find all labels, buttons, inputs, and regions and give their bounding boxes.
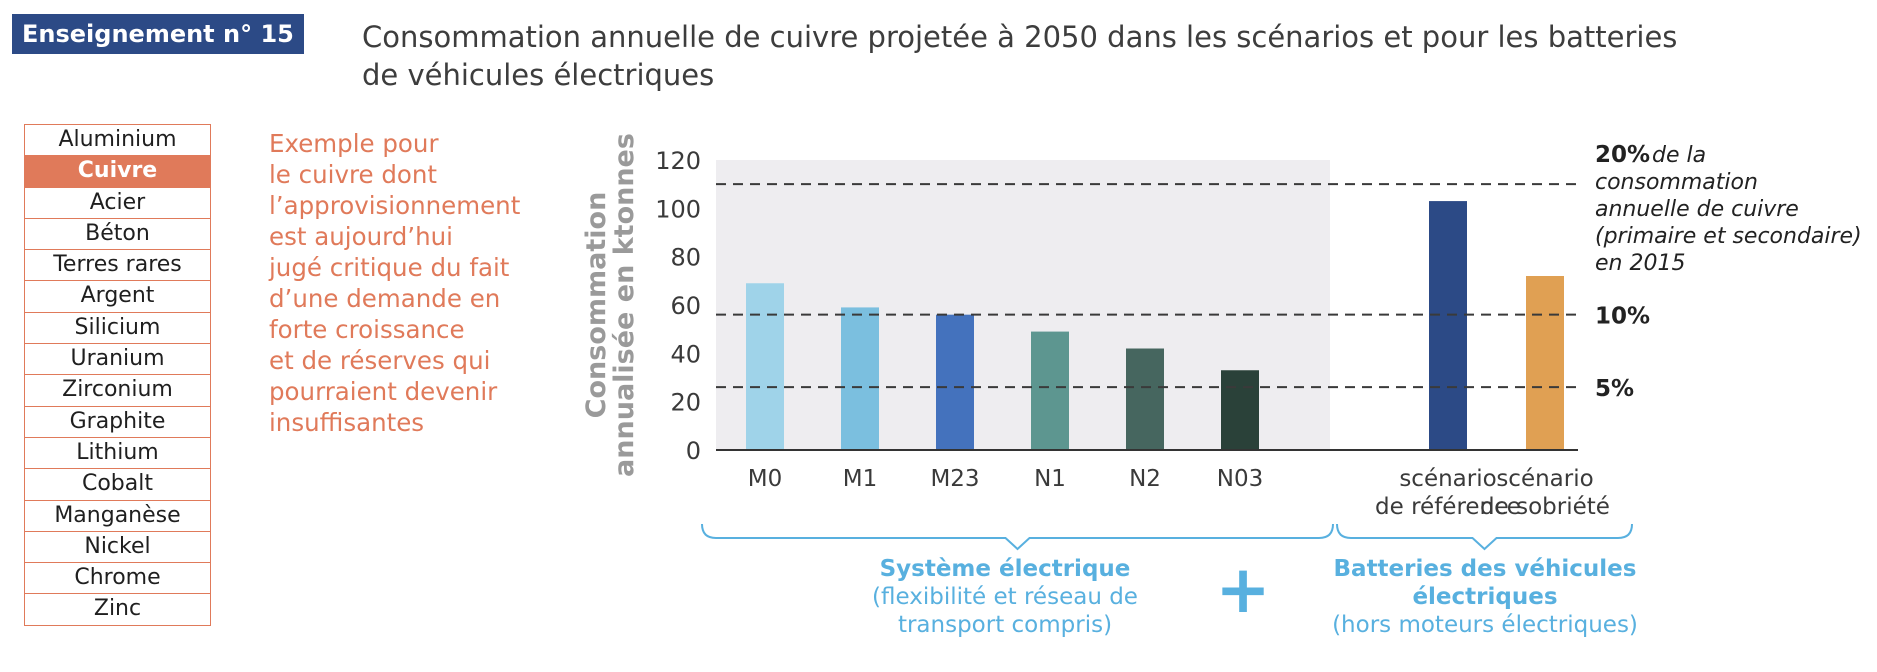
bar xyxy=(746,283,784,450)
x-tick-label: de sobriété xyxy=(1480,494,1610,520)
y-tick-label: 120 xyxy=(655,147,701,175)
reference-label: 10% xyxy=(1595,304,1650,330)
x-tick-label: M23 xyxy=(930,466,979,492)
bar xyxy=(1126,348,1164,450)
bar xyxy=(1221,370,1259,450)
note-line: jugé critique du fait xyxy=(269,253,510,282)
y-tick-label: 0 xyxy=(686,437,701,465)
title-line-2: de véhicules électriques xyxy=(362,58,715,92)
material-item[interactable]: Graphite xyxy=(24,405,211,439)
material-item[interactable]: Lithium xyxy=(24,436,211,470)
x-tick-label: M1 xyxy=(843,466,877,492)
x-tick-label: N2 xyxy=(1129,466,1161,492)
reference-annotation-line: de la xyxy=(1652,143,1706,168)
y-tick-label: 80 xyxy=(670,244,701,272)
y-axis-label-line-1: Consommation xyxy=(581,192,612,419)
material-item[interactable]: Aluminium xyxy=(24,124,211,157)
copper-note: Exemple pour le cuivre dont l’approvisionn… xyxy=(269,128,559,438)
y-tick-label: 100 xyxy=(655,195,701,223)
material-item[interactable]: Silicium xyxy=(24,311,211,345)
x-tick-label: M0 xyxy=(748,466,782,492)
note-line: d’une demande en xyxy=(269,284,501,313)
reference-annotation-line: annuelle de cuivre xyxy=(1595,197,1799,222)
x-tick-label: scénario xyxy=(1399,466,1496,492)
plus-sign: + xyxy=(1215,551,1270,628)
note-line: est aujourd’hui xyxy=(269,222,453,251)
reference-annotation-line: en 2015 xyxy=(1595,251,1685,276)
group-sub-line-1: (flexibilité et réseau de xyxy=(872,584,1138,610)
x-tick-label: N03 xyxy=(1217,466,1263,492)
note-line: le cuivre dont xyxy=(269,160,438,189)
reference-annotation-line: (primaire et secondaire) xyxy=(1595,224,1862,249)
brace-ev-batteries xyxy=(1336,523,1633,551)
note-line: forte croissance xyxy=(269,315,465,344)
material-item[interactable]: Cobalt xyxy=(24,468,211,502)
group-label-ev-batteries: Batteries des véhicules électriques (hor… xyxy=(1310,555,1660,639)
y-tick-label: 60 xyxy=(670,292,701,320)
note-line: insuffisantes xyxy=(269,408,425,437)
bar xyxy=(1031,331,1069,450)
bar xyxy=(1526,276,1564,450)
material-item[interactable]: Terres rares xyxy=(24,249,211,282)
group-sub-line-1: (hors moteurs électriques) xyxy=(1332,612,1638,638)
reference-label: 5% xyxy=(1595,376,1634,402)
reference-label: 20% xyxy=(1595,142,1650,168)
group-label-electric-system: Système électrique (flexibilité et résea… xyxy=(835,555,1175,639)
material-item[interactable]: Nickel xyxy=(24,530,211,564)
material-item[interactable]: Manganèse xyxy=(24,499,211,533)
materials-list: Aluminium Cuivre Acier Béton Terres rares Arg… xyxy=(24,124,211,627)
note-line: l’approvisionnement xyxy=(269,191,521,220)
group-name: Système électrique xyxy=(879,556,1131,582)
reference-annotation-line: consommation xyxy=(1595,170,1758,195)
x-tick-label: N1 xyxy=(1034,466,1066,492)
x-tick-label: scénario xyxy=(1496,466,1593,492)
group-sub-line-2: transport compris) xyxy=(897,612,1113,638)
y-tick-label: 20 xyxy=(670,389,701,417)
group-name-line-1: Batteries des véhicules xyxy=(1333,556,1637,582)
brace-electric-system xyxy=(701,523,1334,551)
bar xyxy=(1429,201,1467,450)
material-item[interactable]: Argent xyxy=(24,280,211,314)
bar xyxy=(841,307,879,450)
material-item[interactable]: Uranium xyxy=(24,343,211,376)
material-item[interactable]: Zinc xyxy=(24,593,211,627)
lesson-badge: Enseignement n° 15 xyxy=(12,14,304,54)
page-title: Consommation annuelle de cuivre projetée… xyxy=(362,18,1822,94)
x-tick-label: de référence xyxy=(1375,494,1521,520)
y-tick-label: 40 xyxy=(670,340,701,368)
bar xyxy=(936,314,974,450)
title-line-1: Consommation annuelle de cuivre projetée… xyxy=(362,20,1678,54)
note-line: Exemple pour xyxy=(269,129,439,158)
note-line: pourraient devenir xyxy=(269,377,498,406)
note-line: et de réserves qui xyxy=(269,346,491,375)
y-axis-label-line-2: annualisée en ktonnes xyxy=(609,133,640,477)
group-name-line-2: électriques xyxy=(1412,584,1558,610)
